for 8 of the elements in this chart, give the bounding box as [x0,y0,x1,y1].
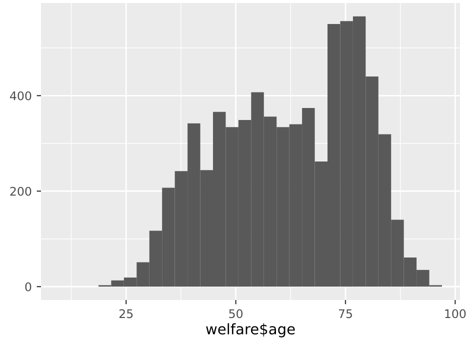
y-tick-label: 200 [10,186,32,196]
y-tick-label: 0 [25,282,32,292]
x-tick-label: 25 [119,309,133,318]
y-tick-label: 400 [10,91,32,100]
x-axis-title: welfare$age [206,323,295,338]
x-tick-label: 75 [338,309,352,318]
x-tick-label: 100 [445,309,466,318]
x-tick-label: 50 [229,309,243,318]
